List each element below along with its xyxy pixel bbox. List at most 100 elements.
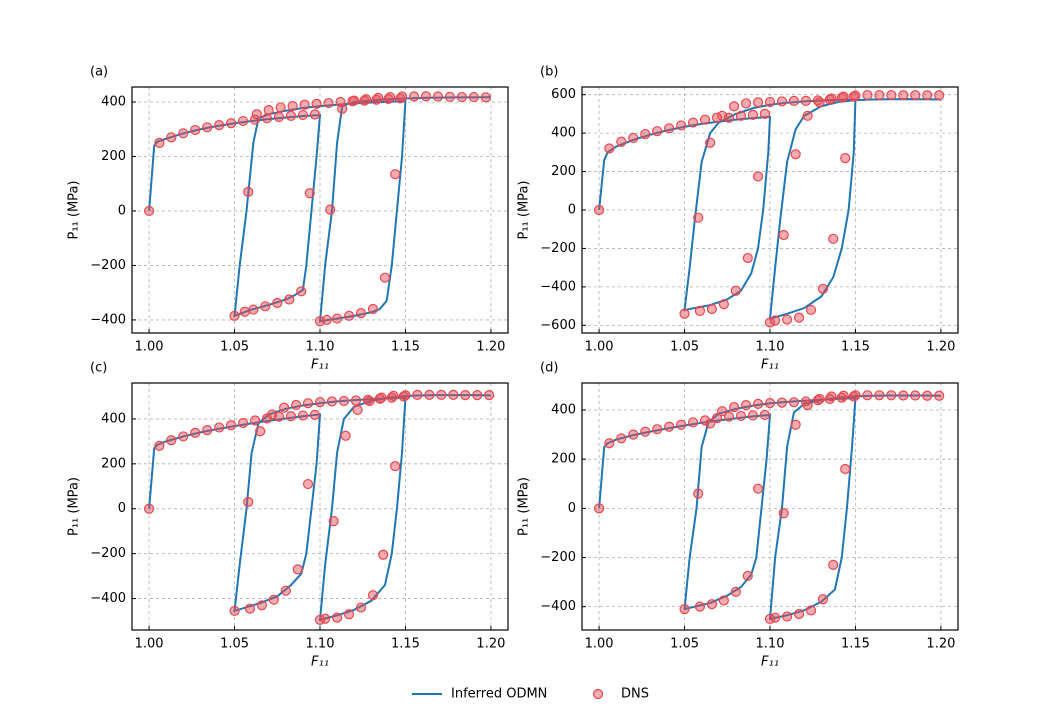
DNS-point [693,212,704,223]
y-tick-label: 400 [101,94,126,109]
DNS-point [314,316,326,327]
x-tick-label: 1.05 [220,340,249,355]
DNS-point [284,294,295,305]
axes-frame [131,86,509,334]
DNS-point [323,97,334,109]
DNS-point [190,427,201,438]
DNS-point [309,109,320,120]
DNS-point [747,109,759,120]
DNS-point [248,304,259,315]
DNS-point [376,392,387,403]
DNS-point [202,122,213,133]
DNS-point [817,283,829,294]
x-tick-label: 1.20 [926,637,955,652]
DNS-point [379,272,391,283]
DNS-point [268,594,279,605]
DNS-point [243,496,254,508]
y-tick-label: 0 [118,501,126,516]
DNS-point [616,433,627,444]
panel-label: (b) [540,65,558,80]
x-tick-label: 1.10 [306,340,335,355]
y-axis-label: P₁₁ (MPa) [67,477,82,536]
DNS-point [752,483,764,494]
DNS-point [256,600,267,611]
DNS-point [828,559,839,570]
DNS-point [706,599,717,610]
DNS-point [297,109,309,121]
DNS-point [249,415,261,426]
axes-frame [581,382,959,631]
DNS-point [790,419,801,430]
DNS-point [299,99,310,110]
DNS-point [226,118,237,129]
DNS-point [143,205,155,217]
DNS-point [664,123,675,134]
DNS-point [694,601,706,612]
DNS-point [472,390,483,401]
y-axis-label: P₁₁ (MPa) [517,181,532,240]
x-tick-label: 1.20 [926,340,955,355]
DNS-point [364,395,375,407]
DNS-point [826,391,837,402]
DNS-point [309,409,320,420]
DNS-point [717,110,728,121]
y-axis-label: P₁₁ (MPa) [517,477,532,536]
x-tick-label: 1.00 [135,637,164,652]
DNS-point [460,390,471,401]
DNS-point [788,95,800,106]
DNS-point [793,608,805,620]
y-tick-label: −400 [90,312,126,327]
DNS-point [408,91,420,102]
DNS-point [898,390,909,401]
x-tick-label: 1.10 [756,637,785,652]
DNS-point [166,435,177,446]
DNS-point [778,229,789,241]
DNS-point [373,92,384,103]
DNS-point [817,594,829,605]
DNS-point [273,111,285,123]
DNS-point [730,285,741,296]
DNS-point [850,390,861,401]
DNS-point [740,98,752,109]
x-tick-label: 1.05 [670,340,699,355]
DNS-point [664,421,675,432]
DNS-point [290,399,302,411]
DNS-point [640,128,651,140]
DNS-point [910,90,921,101]
DNS-point [628,429,639,440]
DNS-point [679,604,690,615]
axes-frame [131,382,509,631]
x-axis-label: F₁₁ [761,655,779,670]
DNS-point [214,120,225,131]
DNS-point [384,91,396,103]
y-axis-label: P₁₁ (MPa) [67,181,82,240]
DNS-point [717,406,728,417]
DNS-point [687,417,699,428]
DNS-point [261,113,273,124]
y-tick-label: 200 [551,452,576,467]
y-tick-label: −600 [540,318,576,333]
DNS-point [297,410,309,421]
DNS-point [776,397,788,408]
DNS-point [367,303,379,315]
DNS-point [730,586,741,598]
DNS-point [202,425,213,436]
y-tick-label: 0 [568,203,576,218]
DNS-point [480,92,491,103]
DNS-point [814,97,825,108]
DNS-point [838,91,849,102]
DNS-point [752,171,764,182]
DNS-point [694,305,706,316]
DNS-point [759,108,770,120]
DNS-point [484,390,495,401]
DNS-point [243,186,254,197]
DNS-point [652,126,663,137]
DNS-point [800,95,811,106]
DNS-point [302,478,314,490]
DNS-point [886,89,897,101]
x-tick-label: 1.00 [585,340,614,355]
DNS-point [840,153,851,164]
DNS-point [616,136,627,147]
DNS-point [424,389,435,401]
